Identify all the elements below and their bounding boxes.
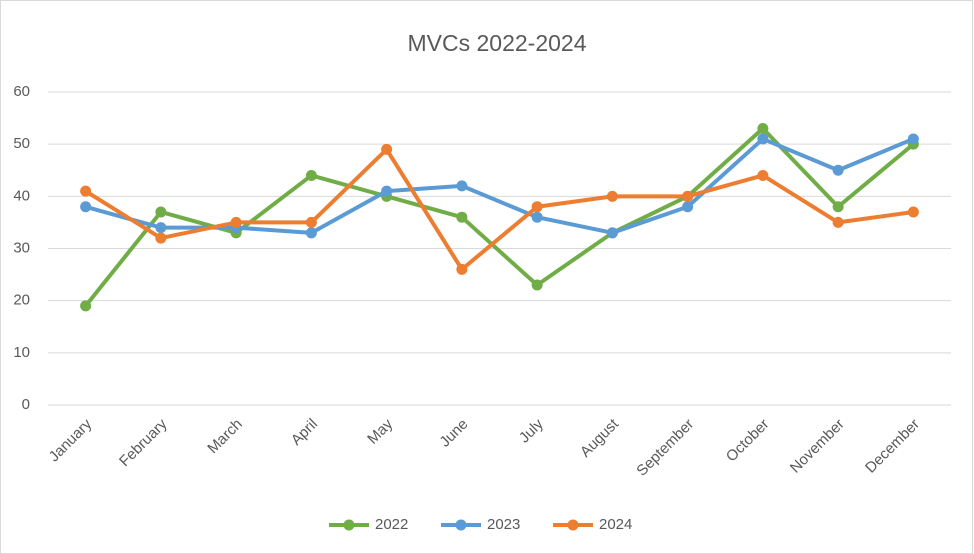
data-point xyxy=(682,190,694,202)
data-point xyxy=(155,222,167,234)
legend-label: 2023 xyxy=(487,516,520,533)
legend-marker xyxy=(567,519,579,531)
data-point xyxy=(531,279,543,291)
data-point xyxy=(305,216,317,228)
chart-title: MVCs 2022-2024 xyxy=(408,30,587,56)
data-point xyxy=(757,169,769,181)
data-point xyxy=(456,263,468,275)
data-point xyxy=(305,227,317,239)
data-point xyxy=(155,232,167,244)
data-point xyxy=(832,164,844,176)
legend-label: 2022 xyxy=(375,516,408,533)
data-point xyxy=(456,211,468,223)
data-point xyxy=(381,185,393,197)
data-point xyxy=(832,216,844,228)
data-point xyxy=(80,300,92,312)
legend-marker xyxy=(455,519,467,531)
data-point xyxy=(305,169,317,181)
y-tick-label: 40 xyxy=(13,187,30,204)
y-tick-label: 60 xyxy=(13,83,30,100)
data-point xyxy=(757,133,769,145)
data-point xyxy=(832,201,844,213)
data-point xyxy=(682,201,694,213)
data-point xyxy=(907,133,919,145)
data-point xyxy=(531,211,543,223)
data-point xyxy=(606,190,618,202)
y-tick-label: 0 xyxy=(22,396,30,413)
y-tick-label: 20 xyxy=(13,292,30,309)
y-tick-label: 30 xyxy=(13,239,30,256)
legend-marker xyxy=(343,519,355,531)
data-point xyxy=(606,227,618,239)
series-line xyxy=(85,136,915,235)
data-point xyxy=(155,206,167,218)
data-point xyxy=(80,201,92,213)
data-point xyxy=(456,180,468,192)
data-point xyxy=(907,206,919,218)
y-tick-label: 10 xyxy=(13,344,30,361)
data-point xyxy=(80,185,92,197)
y-tick-label: 50 xyxy=(13,135,30,152)
data-point xyxy=(757,123,769,135)
data-point xyxy=(531,201,543,213)
data-point xyxy=(381,143,393,155)
series-line xyxy=(84,147,914,272)
data-point xyxy=(230,216,242,228)
legend-label: 2024 xyxy=(599,516,632,533)
